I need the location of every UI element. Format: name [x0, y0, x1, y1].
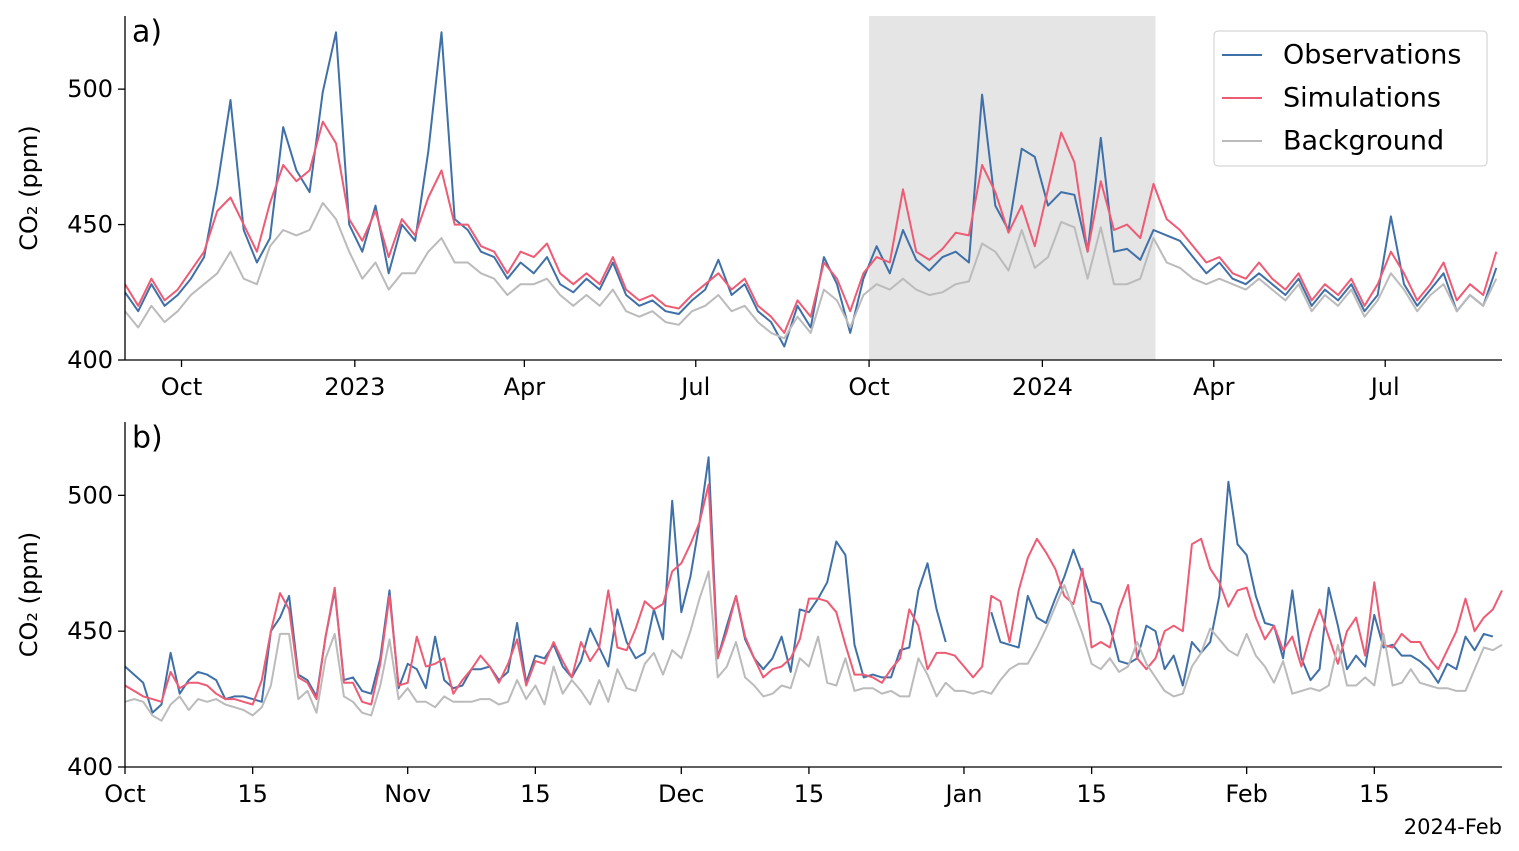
- x-tick-label: Oct: [104, 780, 146, 808]
- y-axis-label: CO₂ (ppm): [15, 125, 43, 250]
- y-tick-label: 500: [67, 481, 113, 509]
- legend-box: [1213, 30, 1488, 167]
- legend-label: Simulations: [1283, 83, 1441, 114]
- x-tick-label: 2023: [324, 373, 385, 401]
- x-tick-label: 15: [794, 780, 825, 808]
- y-tick-label: 500: [67, 75, 113, 103]
- x-tick-label: Jan: [943, 780, 982, 808]
- x-tick-label: 15: [520, 780, 551, 808]
- x-tick-label: Oct: [161, 373, 203, 401]
- series-line: [124, 120, 1498, 334]
- panel-label: a): [132, 15, 162, 50]
- y-tick-label: 450: [67, 211, 113, 239]
- x-offset-label: 2024-Feb: [1404, 815, 1502, 839]
- x-tick-label: Dec: [658, 780, 704, 808]
- y-axis-label: CO₂ (ppm): [15, 532, 43, 657]
- panel-label: b): [132, 421, 163, 456]
- x-tick-label: Jul: [679, 373, 710, 401]
- series-line: [124, 456, 1494, 714]
- x-tick-label: 2024: [1012, 373, 1073, 401]
- y-tick-label: 400: [67, 753, 113, 781]
- x-tick-label: 15: [1076, 780, 1107, 808]
- y-tick-label: 400: [67, 346, 113, 374]
- legend-label: Observations: [1283, 40, 1461, 71]
- x-tick-label: Apr: [504, 373, 546, 401]
- highlight-span: [869, 16, 1156, 360]
- x-tick-label: 15: [237, 780, 268, 808]
- y-tick-label: 450: [67, 617, 113, 645]
- series-line: [124, 201, 1498, 340]
- series-line: [124, 31, 1498, 348]
- legend-label: Background: [1283, 126, 1444, 157]
- series-line: [124, 483, 1503, 706]
- x-tick-label: Oct: [848, 373, 890, 401]
- x-tick-label: 15: [1359, 780, 1390, 808]
- x-tick-label: Feb: [1225, 780, 1268, 808]
- x-tick-label: Nov: [384, 780, 431, 808]
- x-tick-label: Apr: [1193, 373, 1235, 401]
- series-line: [124, 570, 1503, 722]
- x-tick-label: Jul: [1369, 373, 1400, 401]
